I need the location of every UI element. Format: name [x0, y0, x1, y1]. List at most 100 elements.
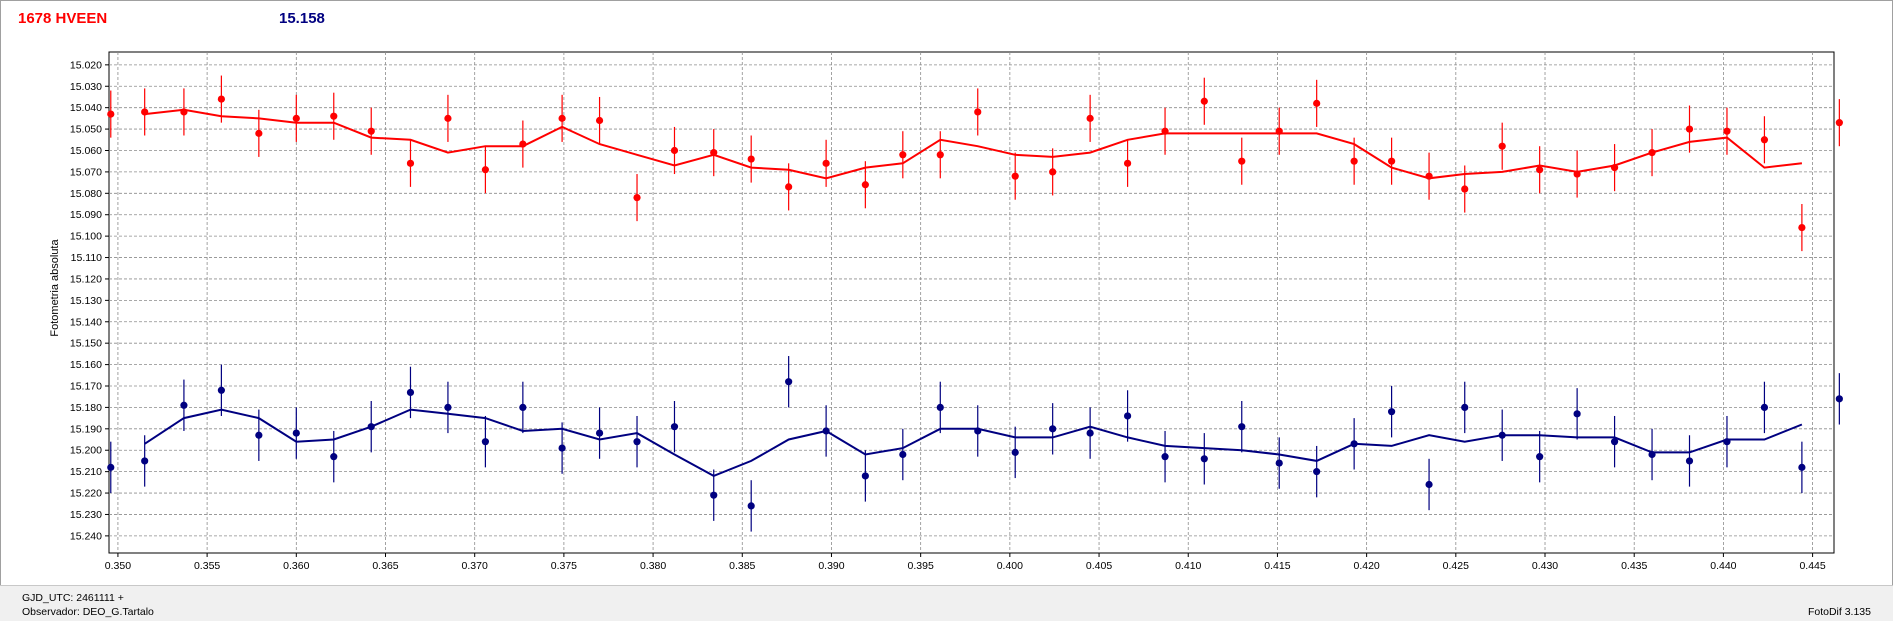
data-point [367, 127, 375, 135]
magnitude-value: 15.158 [279, 10, 325, 27]
data-point [785, 183, 793, 191]
x-tick-label: 0.440 [1710, 560, 1736, 572]
data-point [1536, 453, 1544, 461]
data-point [292, 429, 300, 437]
y-tick-label: 15.220 [70, 488, 102, 500]
data-point [1648, 450, 1656, 459]
data-point [1086, 429, 1094, 437]
data-point [558, 114, 566, 122]
data-point [861, 472, 869, 480]
software-version: FotoDif 3.135 [1807, 606, 1871, 618]
data-point [633, 193, 641, 202]
y-tick-label: 15.110 [71, 252, 102, 264]
data-point [107, 110, 115, 118]
data-point [710, 491, 718, 499]
data-point [1200, 455, 1208, 463]
light-curve-chart: 15.020 15.030 15.040 15.050 15.060 15.070 15.0… [70, 51, 1843, 572]
data-point [1161, 453, 1169, 461]
data-point [595, 429, 604, 437]
y-tick-label: 15.030 [70, 81, 102, 93]
data-point [670, 146, 679, 155]
data-point [1350, 157, 1358, 165]
x-tick-label: 0.395 [908, 560, 934, 572]
data-point [1835, 395, 1843, 403]
data-point [595, 116, 604, 125]
x-tick-label: 0.420 [1353, 560, 1379, 572]
x-tick-label: 0.385 [729, 560, 755, 572]
x-tick-label: 0.445 [1799, 560, 1825, 572]
x-tick-label: 0.375 [551, 560, 577, 572]
data-point [1498, 431, 1506, 439]
data-point [747, 155, 755, 163]
data-point [1350, 440, 1358, 448]
data-point [1610, 438, 1619, 446]
y-tick-label: 15.050 [70, 124, 102, 136]
data-point [1760, 136, 1769, 144]
y-tick-label: 15.190 [70, 423, 102, 435]
x-tick-label: 0.360 [283, 560, 309, 572]
data-point [1275, 127, 1283, 135]
data-point [899, 450, 907, 459]
data-point [1835, 119, 1843, 127]
data-point [217, 95, 225, 103]
data-point [558, 444, 566, 452]
data-point [974, 427, 982, 435]
x-tick-label: 0.405 [1086, 560, 1112, 572]
data-point [1425, 172, 1433, 180]
x-tick-label: 0.355 [194, 560, 220, 572]
data-point [899, 151, 907, 159]
data-point [1313, 99, 1321, 107]
data-point [747, 502, 755, 510]
data-point [519, 140, 527, 148]
y-tick-label: 15.230 [70, 509, 102, 521]
y-tick-label: 15.240 [70, 530, 102, 542]
data-point [822, 159, 830, 167]
x-tick-label: 0.380 [640, 560, 666, 572]
data-point [330, 112, 338, 120]
data-point [367, 423, 375, 431]
data-point [1049, 168, 1057, 176]
data-point [1011, 172, 1019, 180]
data-point [1723, 127, 1731, 135]
data-point [1011, 448, 1019, 456]
data-point [861, 181, 869, 189]
data-point [1200, 97, 1208, 105]
data-point [1498, 142, 1506, 150]
data-point [1648, 149, 1656, 157]
data-point [1573, 410, 1581, 418]
y-tick-label: 15.170 [70, 381, 102, 393]
data-point [785, 378, 793, 386]
y-tick-label: 15.200 [70, 445, 102, 457]
data-point [217, 386, 225, 394]
y-tick-label: 15.060 [70, 145, 102, 157]
y-tick-label: 15.130 [70, 295, 102, 307]
y-tick-label: 15.140 [70, 316, 102, 328]
data-point [1275, 459, 1283, 467]
y-tick-label: 15.180 [70, 402, 102, 414]
data-point [1123, 159, 1132, 167]
observer-label: Observador: DEO_G.Tartalo [22, 606, 154, 618]
y-tick-label: 15.100 [70, 231, 102, 243]
y-tick-label: 15.080 [70, 188, 102, 200]
x-tick-label: 0.365 [372, 560, 398, 572]
data-point [936, 151, 944, 159]
y-tick-label: 15.020 [70, 59, 102, 71]
data-point [1573, 170, 1581, 178]
x-tick-label: 0.350 [105, 560, 131, 572]
x-tick-label: 0.435 [1621, 560, 1647, 572]
y-tick-label: 15.150 [70, 338, 102, 350]
data-point [633, 438, 641, 446]
x-tick-label: 0.415 [1264, 560, 1290, 572]
y-tick-label: 15.160 [70, 359, 102, 371]
data-point [141, 108, 149, 116]
data-point [1123, 412, 1132, 420]
object-name: 1678 HVEEN [18, 10, 108, 27]
trend-line-1 [144, 108, 1803, 180]
x-tick-label: 0.400 [997, 560, 1023, 572]
data-point [1685, 125, 1694, 133]
data-point [1461, 185, 1469, 193]
x-tick-label: 0.390 [818, 560, 844, 572]
data-point [406, 388, 415, 397]
data-point [481, 166, 489, 174]
data-point [481, 438, 489, 446]
